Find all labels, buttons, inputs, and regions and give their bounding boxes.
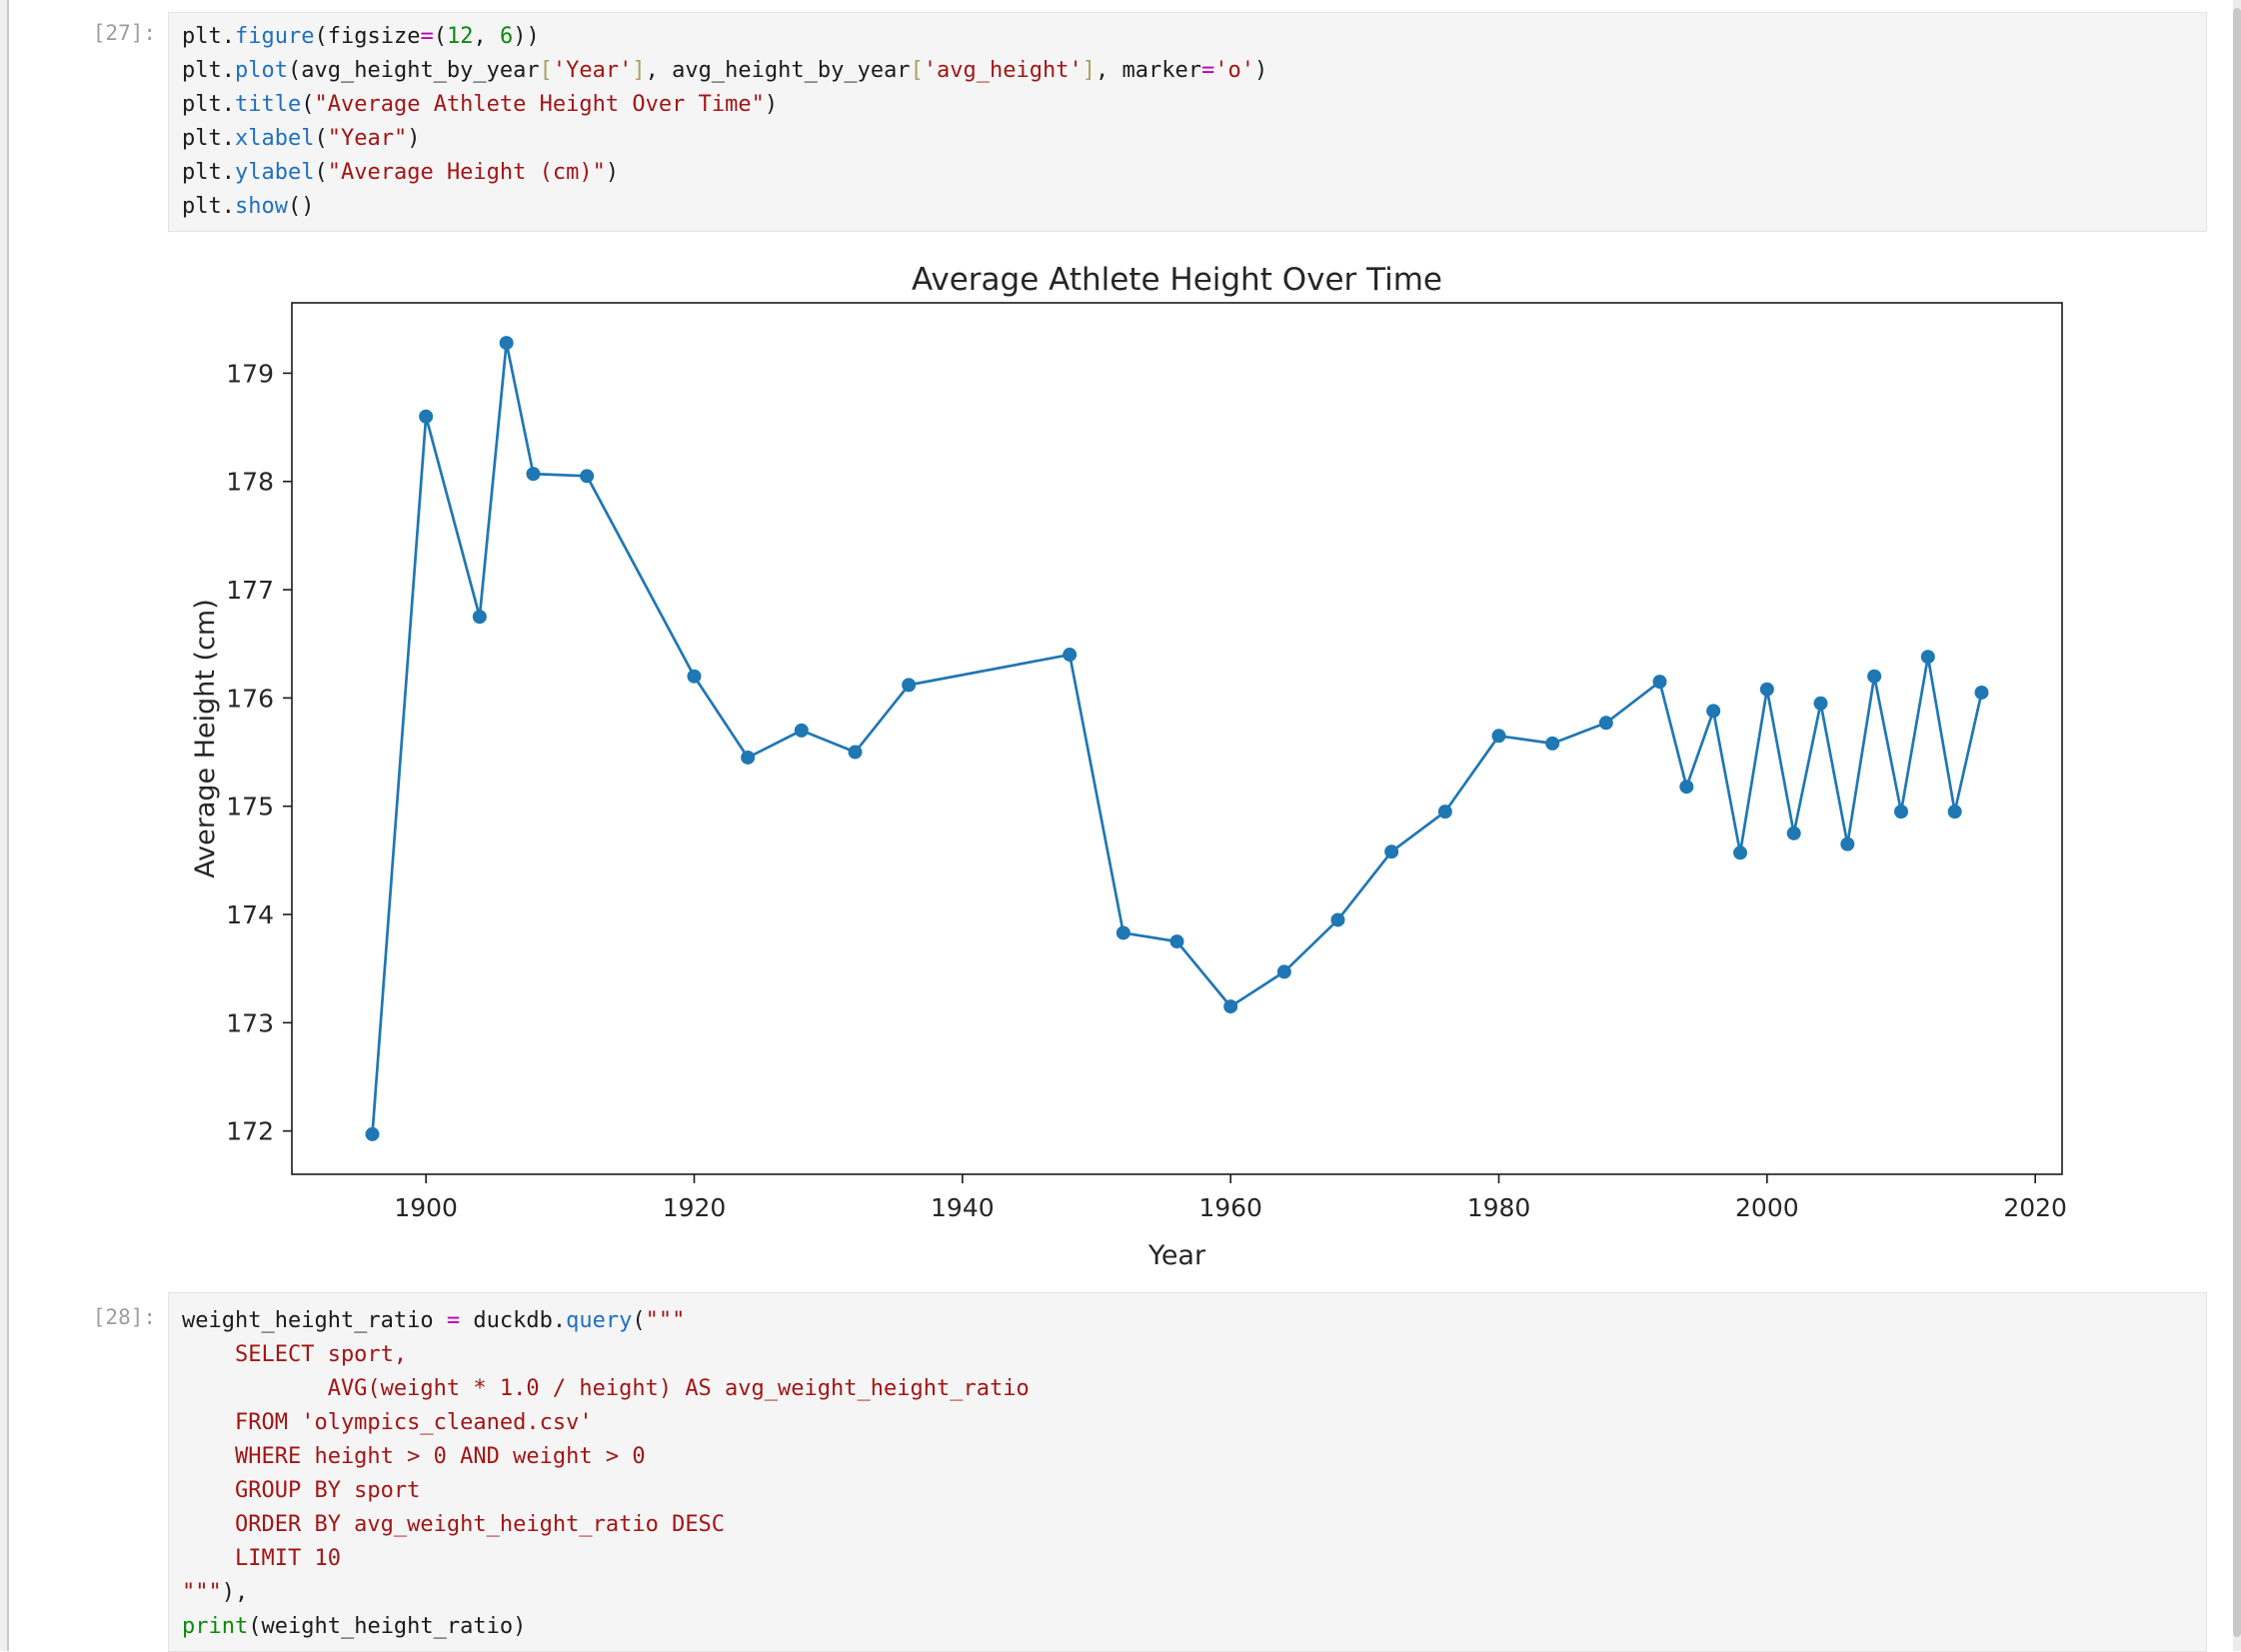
code-line: plt.figure(figsize=(12, 6)) xyxy=(182,24,540,49)
data-point xyxy=(419,409,434,424)
code-line: plt.show() xyxy=(182,194,315,219)
data-point xyxy=(499,336,514,351)
code-cell-27-background xyxy=(168,12,2207,232)
x-tick-label: 1980 xyxy=(1467,1193,1531,1222)
execution-count-28: [28]: xyxy=(92,1305,156,1329)
x-tick-label: 1940 xyxy=(931,1193,995,1222)
data-point xyxy=(580,469,595,484)
code-line: plt.title("Average Athlete Height Over T… xyxy=(182,92,779,117)
code-line: AVG(weight * 1.0 / height) AS avg_weight… xyxy=(182,1376,1030,1401)
page-left-border xyxy=(7,0,9,1651)
data-point xyxy=(1894,805,1908,820)
line-chart: 172 173 174 175 176 177 178 179 1900 1920 1940 1960… xyxy=(190,262,2067,1271)
y-tick-label: 179 xyxy=(226,359,274,388)
code-line: plt.plot(avg_height_by_year['Year'], avg… xyxy=(182,58,1268,83)
code-line: plt.ylabel("Average Height (cm)") xyxy=(182,160,620,185)
data-point xyxy=(1598,716,1613,731)
data-point xyxy=(1867,669,1882,684)
code-line: LIMIT 10 xyxy=(182,1546,341,1571)
data-point xyxy=(1813,696,1828,711)
data-point xyxy=(1706,704,1721,719)
data-point xyxy=(1786,826,1801,840)
y-tick-label: 172 xyxy=(226,1117,274,1146)
data-point xyxy=(1679,780,1694,795)
code-line: ORDER BY avg_weight_height_ratio DESC xyxy=(182,1512,726,1537)
x-axis-label: Year xyxy=(1147,1240,1206,1271)
data-point xyxy=(902,678,917,693)
code-line: WHERE height > 0 AND weight > 0 xyxy=(182,1444,646,1469)
data-point xyxy=(1947,805,1962,820)
data-line xyxy=(371,341,1983,1135)
data-point xyxy=(1063,648,1078,663)
data-point xyxy=(1384,844,1399,859)
data-point xyxy=(1491,729,1506,744)
scrollbar-thumb[interactable] xyxy=(2233,8,2241,1637)
code-line: """), xyxy=(182,1580,249,1605)
data-point xyxy=(848,745,863,760)
page-left-gutter xyxy=(0,0,7,1651)
code-editor-27[interactable]: plt.figure(figsize=(12, 6)) plt.plot(avg_… xyxy=(182,20,2191,224)
data-point xyxy=(1169,934,1184,949)
data-point xyxy=(1652,675,1667,690)
x-tick-label: 1920 xyxy=(663,1193,727,1222)
data-point xyxy=(1276,964,1291,979)
data-point xyxy=(1920,650,1935,665)
code-line: FROM 'olympics_cleaned.csv' xyxy=(182,1410,593,1435)
data-point xyxy=(526,467,541,482)
execution-count-27: [27]: xyxy=(92,21,156,45)
y-tick-label: 174 xyxy=(226,900,274,929)
data-point xyxy=(1974,685,1989,700)
y-tick-label: 173 xyxy=(226,1008,274,1037)
code-line: GROUP BY sport xyxy=(182,1478,421,1503)
chart-title: Average Athlete Height Over Time xyxy=(912,262,1442,298)
data-point xyxy=(687,669,702,684)
y-tick-label: 177 xyxy=(226,576,274,605)
data-point xyxy=(794,723,809,738)
x-tick-label: 2020 xyxy=(2003,1193,2067,1222)
x-tick-label: 2000 xyxy=(1735,1193,1799,1222)
data-point xyxy=(1733,845,1747,860)
data-point xyxy=(1330,912,1345,927)
data-point xyxy=(1759,682,1774,697)
vertical-scrollbar[interactable] xyxy=(2233,0,2241,1651)
code-line: SELECT sport, xyxy=(182,1342,408,1367)
y-tick-label: 175 xyxy=(226,793,274,822)
y-axis-label: Average Height (cm) xyxy=(190,599,221,878)
plot-border xyxy=(291,302,2063,1175)
y-tick-label: 176 xyxy=(226,684,274,713)
x-tick-label: 1900 xyxy=(394,1193,458,1222)
code-cell-28-background xyxy=(168,1292,2207,1652)
figure-output: 172 173 174 175 176 177 178 179 1900 1920 1940 1960… xyxy=(180,250,2139,1329)
code-editor-28[interactable]: weight_height_ratio = duckdb.query(""" S… xyxy=(182,1304,2191,1644)
data-point xyxy=(472,610,487,625)
data-point xyxy=(365,1126,380,1141)
data-point xyxy=(1840,836,1855,851)
data-point xyxy=(1437,805,1452,820)
data-point xyxy=(1223,999,1238,1014)
x-tick-label: 1960 xyxy=(1198,1193,1262,1222)
data-point xyxy=(741,750,756,765)
code-line: print(weight_height_ratio) xyxy=(182,1614,527,1639)
code-line: weight_height_ratio = duckdb.query(""" xyxy=(182,1308,686,1333)
code-line: plt.xlabel("Year") xyxy=(182,126,421,151)
y-tick-label: 178 xyxy=(226,468,274,497)
data-point xyxy=(1116,925,1130,940)
data-point xyxy=(1545,736,1560,751)
